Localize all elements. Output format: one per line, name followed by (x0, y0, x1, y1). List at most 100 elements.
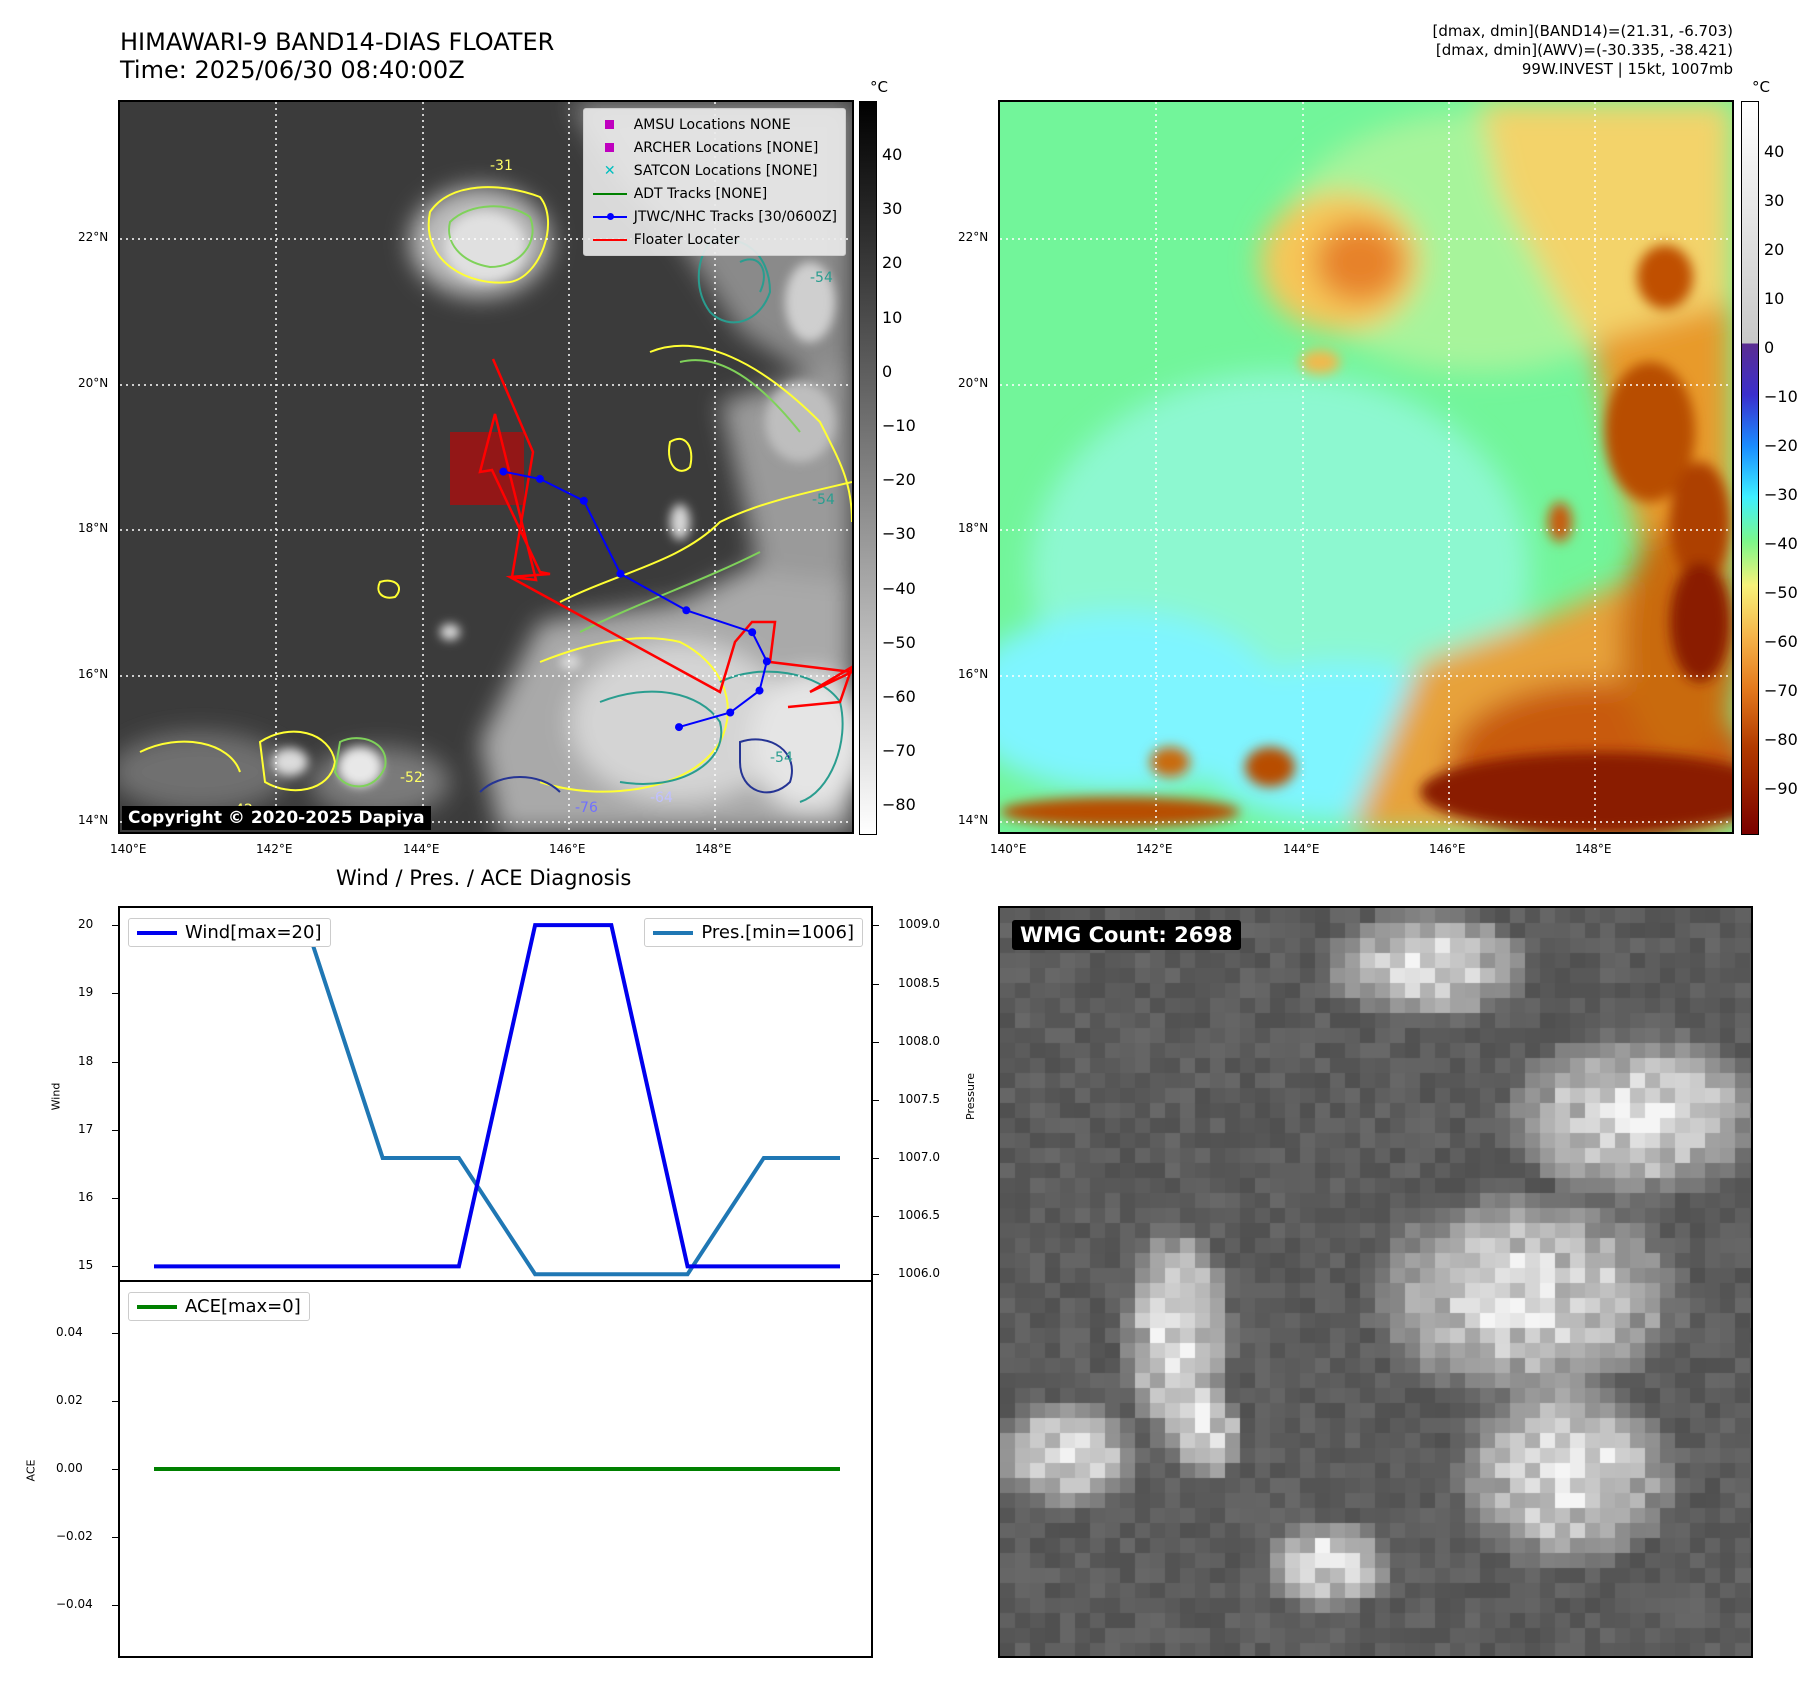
wmg-panel: WMG Count: 2698 (998, 906, 1753, 1658)
wind-tick: 16 (78, 1190, 94, 1205)
jtwc-track-point (616, 569, 625, 578)
map-legend: AMSU Locations NONE ARCHER Locations [NON… (582, 108, 846, 256)
wind-tick: 20 (78, 917, 94, 932)
colorbar-tick: 30 (1764, 191, 1785, 210)
left-colorbar-unit: °C (870, 78, 888, 96)
ace-legend-label: ACE[max=0] (185, 1296, 301, 1317)
ace-tick: 0.02 (56, 1393, 83, 1407)
band14-imagery: -31 -54 -54 -54 -64 -76 -42 -52 (120, 102, 852, 832)
lon-label: 142°E (1136, 842, 1173, 856)
jtwc-track-point (675, 723, 683, 732)
tick-mark (112, 1605, 118, 1606)
tick-mark (112, 1266, 118, 1268)
contour-label: -54 (812, 492, 835, 508)
diag-title: Wind / Pres. / ACE Diagnosis (336, 866, 632, 890)
tick-mark (112, 1129, 118, 1131)
legend-marker (592, 192, 628, 195)
colorbar-tick: 10 (882, 307, 903, 327)
lat-label: 20°N (78, 376, 109, 390)
tick-mark (112, 1198, 118, 1200)
colorbar-tick: −50 (1764, 583, 1798, 602)
title-line-1: HIMAWARI-9 BAND14-DIAS FLOATER (120, 28, 555, 56)
jtwc-track-point (726, 708, 735, 717)
tick-mark (112, 1061, 118, 1063)
contour-labels: -31 -54 -54 -54 -64 -76 -42 -52 (230, 158, 835, 818)
right-colorbar-unit: °C (1752, 78, 1770, 96)
tick-mark (873, 925, 879, 927)
legend-label: ARCHER Locations [NONE] (633, 139, 819, 156)
ace-legend: ACE[max=0] (128, 1292, 310, 1321)
tick-mark (873, 1099, 879, 1101)
colorbar-tick: 10 (1764, 289, 1785, 308)
ace-tick: −0.04 (56, 1597, 93, 1611)
colorbar-tick: 20 (1764, 240, 1785, 259)
colorbar-tick: −20 (882, 470, 916, 490)
legend-entry: ✕ SATCON Locations [NONE] (592, 159, 837, 182)
jtwc-track-point (579, 496, 588, 505)
right-colorbar (1741, 101, 1759, 835)
contour-label: -54 (770, 750, 793, 766)
band14-map: -31 -54 -54 -54 -64 -76 -42 -52 AMSU Loc… (118, 100, 854, 834)
wind-tick: 15 (78, 1258, 94, 1273)
colorbar-tick: −20 (1764, 436, 1798, 455)
tick-mark (112, 1469, 118, 1470)
legend-marker (592, 238, 628, 241)
colorbar-tick: −30 (1764, 485, 1798, 504)
info-line-3: 99W.INVEST | 15kt, 1007mb (1521, 60, 1733, 78)
ace-tick: 0.00 (56, 1461, 83, 1475)
legend-marker (592, 143, 628, 152)
lat-label: 16°N (958, 667, 989, 681)
info-line-1: [dmax, dmin](BAND14)=(21.31, -6.703) (1432, 22, 1733, 40)
legend-entry: Floater Locater (592, 228, 837, 251)
tick-mark (873, 1041, 879, 1043)
pres-legend-label: Pres.[min=1006] (701, 922, 854, 943)
jtwc-track-point (682, 606, 691, 615)
jtwc-track-point (755, 686, 764, 695)
legend-entry: AMSU Locations NONE (592, 113, 837, 136)
tick-mark (112, 925, 118, 927)
title-line-2: Time: 2025/06/30 08:40:00Z (120, 56, 465, 84)
cloud-cores (272, 212, 835, 787)
wind-pres-chart: Wind[max=20] Pres.[min=1006] (118, 906, 873, 1282)
lon-label: 146°E (1429, 842, 1466, 856)
colorbar-tick: −10 (882, 416, 916, 435)
contour-label: -64 (650, 790, 673, 806)
wind-legend: Wind[max=20] (128, 918, 331, 947)
page-title: HIMAWARI-9 BAND14-DIAS FLOATER Time: 202… (120, 28, 554, 84)
colorbar-tick: −60 (882, 687, 916, 706)
colorbar-tick: −70 (882, 741, 916, 761)
pressure-tick: 1009.0 (898, 917, 940, 932)
floater-locater-track (478, 358, 852, 709)
ace-plot (154, 1467, 840, 1471)
pressure-tick: 1007.5 (898, 1091, 940, 1106)
legend-label: ADT Tracks [NONE] (633, 185, 768, 202)
tick-mark (112, 1401, 118, 1402)
tick-mark (112, 993, 118, 995)
colorbar-tick: −10 (1764, 387, 1798, 406)
info-line-2: [dmax, dmin](AWV)=(-30.335, -38.421) (1435, 41, 1733, 59)
pressure-tick: 1006.0 (898, 1266, 940, 1281)
legend-label: AMSU Locations NONE (633, 116, 791, 133)
colorbar-tick: −80 (882, 795, 916, 815)
colorbar-tick: 30 (882, 199, 903, 219)
lat-label: 16°N (78, 667, 109, 681)
colorbar-tick: −90 (1764, 779, 1798, 798)
legend-marker: ✕ (603, 162, 616, 179)
jtwc-track-point (535, 474, 544, 483)
colorbar-tick: 40 (882, 145, 903, 164)
legend-entry: JTWC/NHC Tracks [30/0600Z] (592, 205, 837, 228)
legend-marker (592, 212, 628, 220)
pres-legend-swatch (653, 930, 694, 935)
wind-tick: 19 (78, 985, 94, 1000)
tick-mark (112, 1333, 118, 1334)
tick-mark (873, 1216, 879, 1218)
contour-label: -54 (810, 270, 833, 286)
wind-pres-plot (154, 923, 840, 1277)
tick-mark (873, 1274, 879, 1276)
wmg-count-badge: WMG Count: 2698 (1012, 920, 1241, 950)
jtwc-track-point (762, 657, 771, 666)
colorbar-tick: 0 (1764, 338, 1775, 357)
contour-label: -31 (490, 158, 513, 174)
pressure-tick: 1006.5 (898, 1208, 940, 1223)
graticule (1000, 102, 1732, 832)
